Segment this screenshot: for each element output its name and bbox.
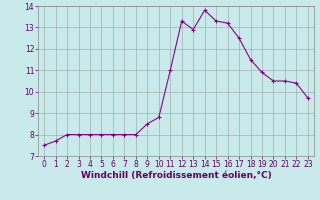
X-axis label: Windchill (Refroidissement éolien,°C): Windchill (Refroidissement éolien,°C) [81,171,271,180]
